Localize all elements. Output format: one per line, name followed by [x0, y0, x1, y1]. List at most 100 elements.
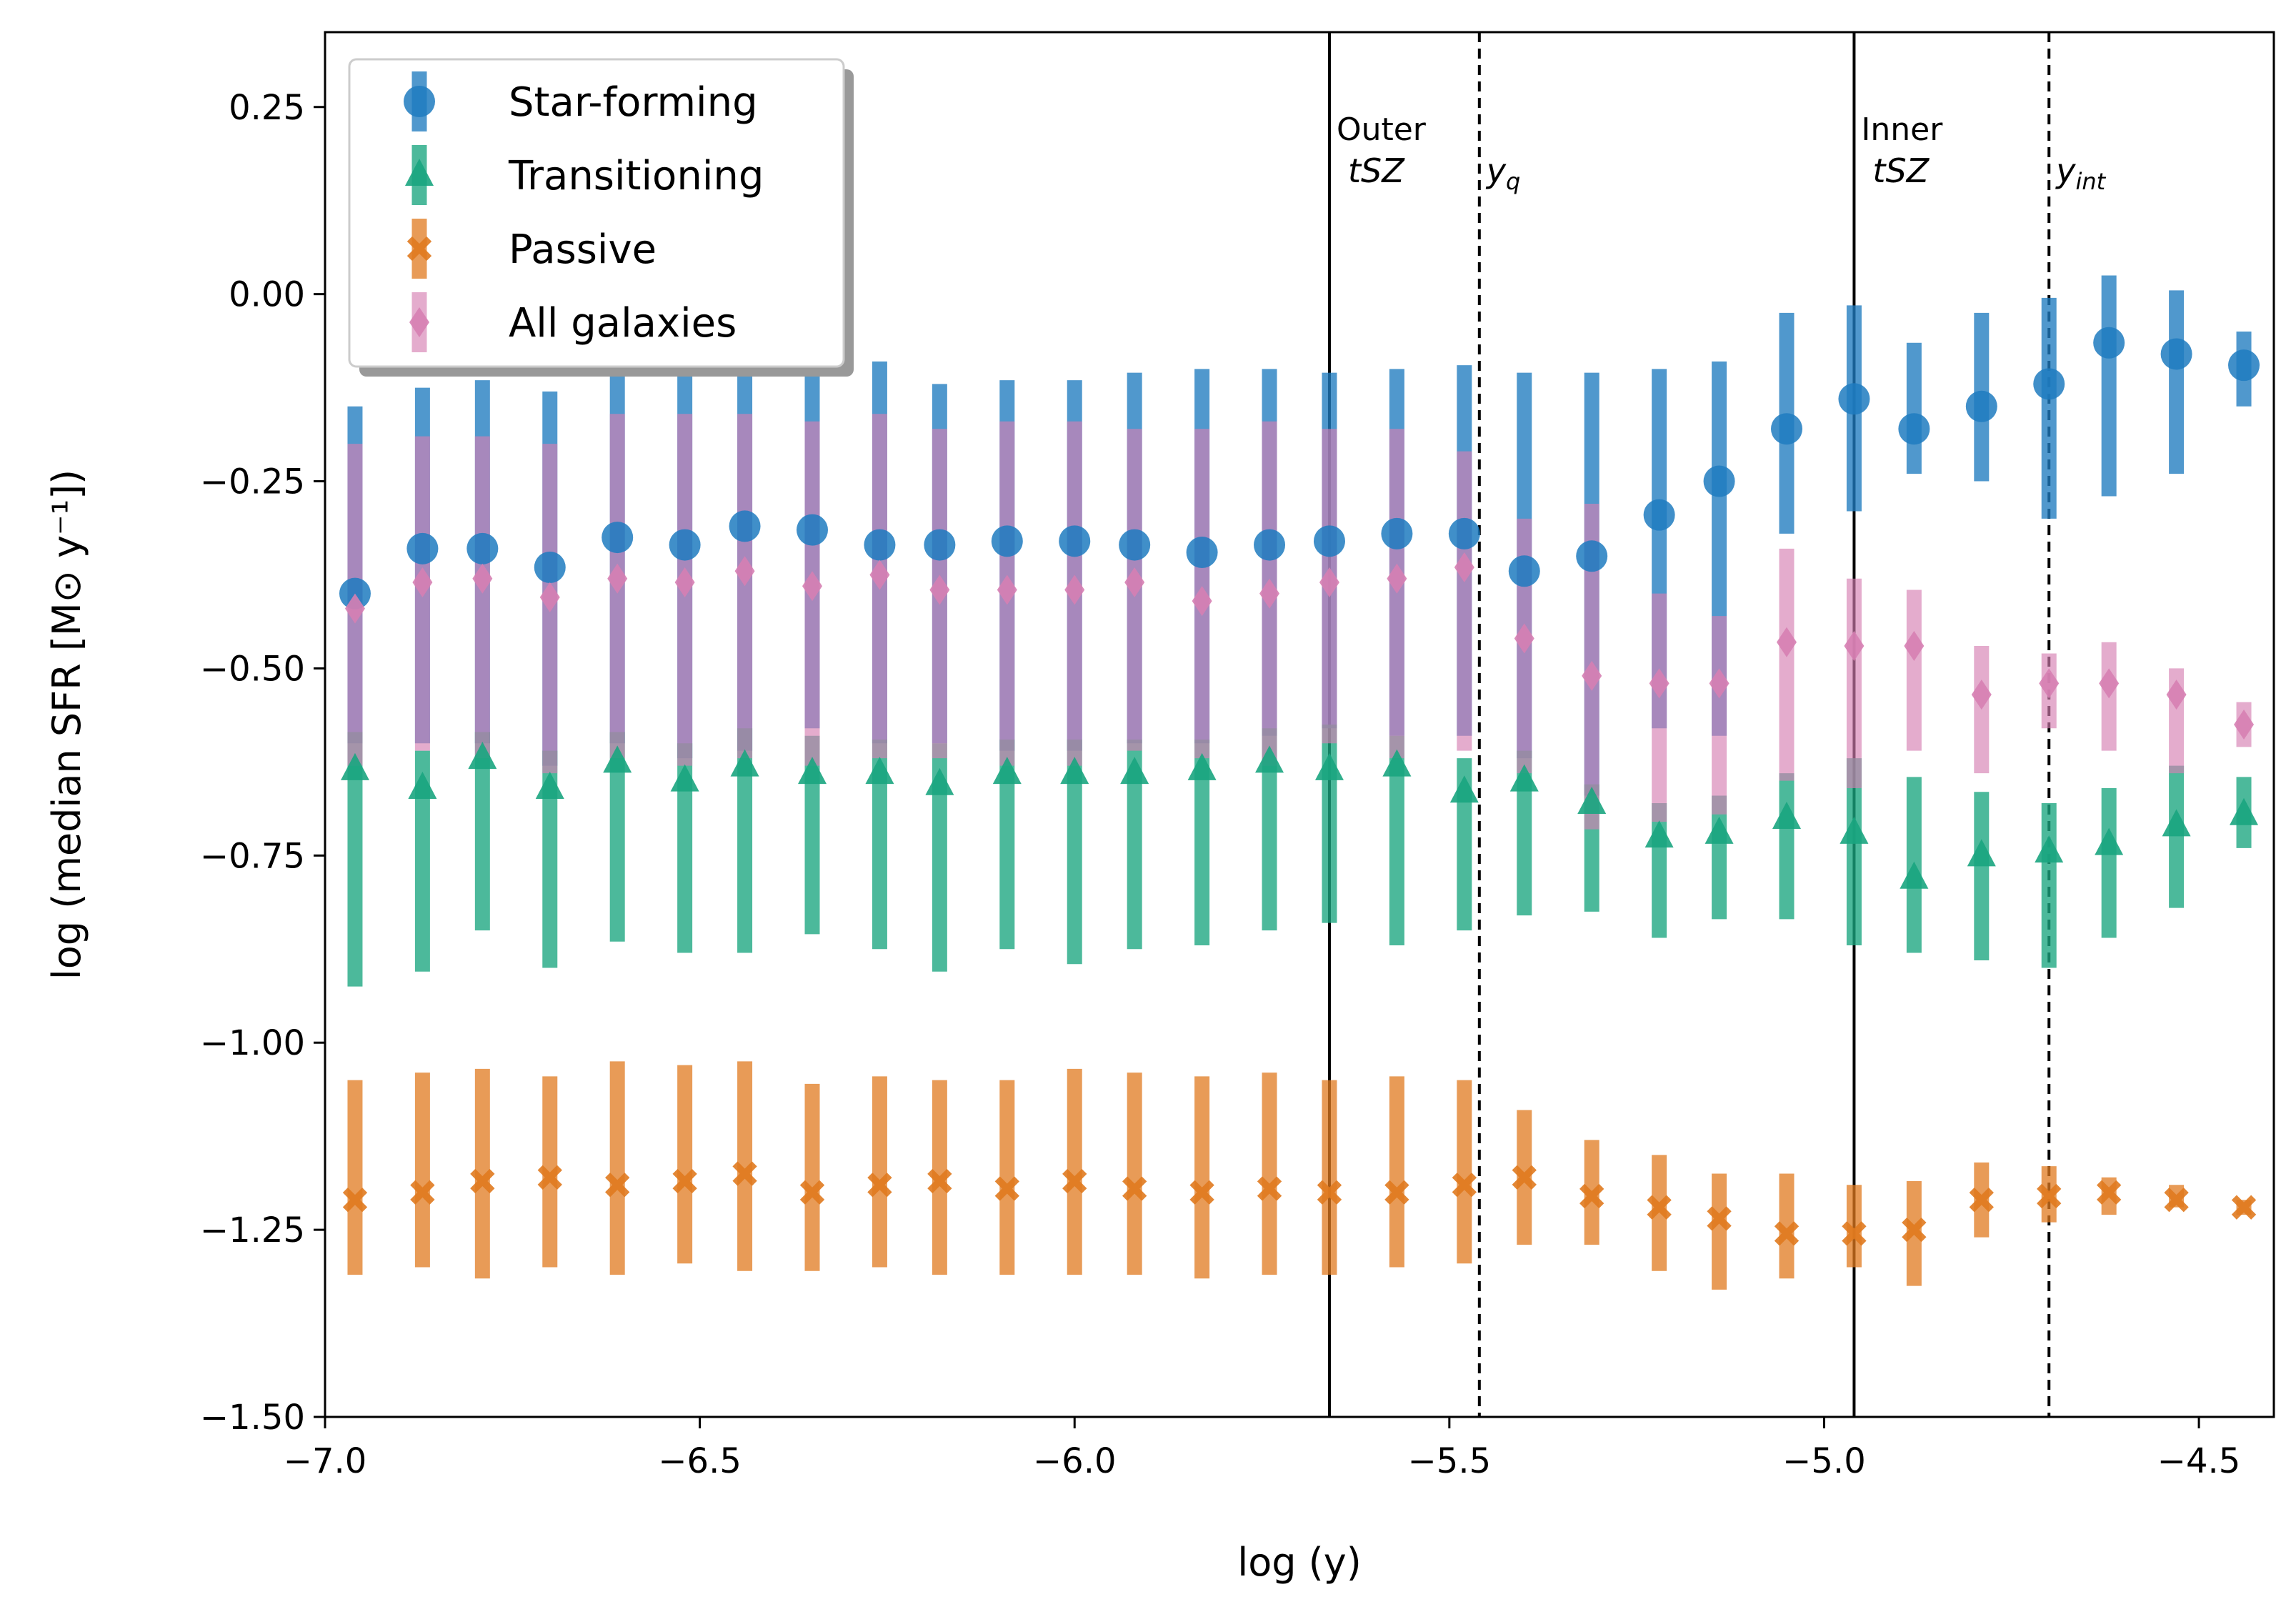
data-point — [1454, 552, 1474, 583]
data-point — [732, 1161, 757, 1186]
data-point — [1703, 465, 1735, 497]
data-point — [1844, 631, 1865, 662]
reference-line-label-top: Inner — [1861, 111, 1943, 148]
data-point — [470, 1168, 495, 1194]
data-point — [537, 1165, 562, 1190]
data-point — [797, 514, 828, 546]
data-point — [991, 525, 1023, 557]
data-point — [2035, 835, 2064, 863]
data-point — [730, 749, 759, 777]
data-point — [1898, 413, 1930, 445]
data-point — [1062, 1168, 1087, 1194]
data-point — [1842, 1221, 1867, 1246]
legend-label: Passive — [509, 227, 657, 273]
data-point — [466, 532, 499, 564]
x-tick-label: −7.0 — [284, 1441, 367, 1481]
data-point — [1512, 1165, 1537, 1190]
data-point — [1187, 752, 1217, 780]
data-point — [2095, 827, 2124, 855]
data-point — [2097, 1180, 2122, 1205]
data-point — [1777, 627, 1797, 657]
data-point — [1313, 525, 1345, 557]
data-point — [1707, 1206, 1732, 1231]
data-point — [1709, 668, 1730, 699]
data-point — [2033, 368, 2065, 400]
data-point — [1064, 574, 1085, 605]
data-point — [472, 563, 493, 594]
legend-marker — [404, 86, 435, 117]
data-point — [534, 552, 566, 584]
data-point — [2166, 680, 2187, 710]
x-axis-ticks: −7.0 −6.5 −6.0 −5.5 −5.0 −4.5 — [284, 1417, 2241, 1481]
data-point — [1120, 757, 1149, 785]
data-point — [1838, 383, 1870, 415]
y-axis-ticks: 0.25 0.00 −0.25 −0.50 −0.75 −1.00 −1.25 −1.50 — [200, 88, 325, 1438]
data-point — [1649, 668, 1669, 699]
x-tick-label: −6.5 — [658, 1441, 742, 1481]
data-point — [1582, 660, 1602, 691]
data-point — [929, 574, 950, 605]
y-tick-label: −0.75 — [200, 836, 305, 876]
legend-marker — [409, 307, 429, 337]
data-point — [734, 556, 755, 587]
x-tick-label: −4.5 — [2157, 1441, 2241, 1481]
legend-box — [348, 58, 845, 368]
data-point — [994, 1176, 1019, 1201]
data-point — [602, 522, 634, 554]
data-point — [1704, 816, 1734, 844]
data-point — [2231, 1195, 2257, 1220]
data-point — [799, 1180, 825, 1205]
data-point — [1969, 1188, 1994, 1213]
data-point — [1384, 1180, 1409, 1205]
data-point — [1381, 517, 1413, 549]
data-point — [865, 757, 894, 785]
data-point — [1967, 839, 1996, 867]
legend-marker — [406, 236, 432, 262]
data-point — [1254, 529, 1286, 561]
data-point — [1448, 517, 1480, 549]
data-point — [869, 559, 890, 590]
data-point — [1382, 749, 1412, 777]
data-point — [669, 529, 701, 561]
data-point — [1771, 413, 1802, 445]
data-point — [1387, 563, 1407, 594]
y-axis-label: log (median SFR [M⊙ y⁻¹]) — [44, 469, 89, 980]
data-point — [603, 745, 632, 773]
data-point — [1840, 816, 1869, 844]
data-point — [1902, 1217, 1927, 1243]
data-point — [1257, 1176, 1282, 1201]
y-tick-label: −1.00 — [200, 1023, 305, 1063]
data-point — [2099, 668, 2120, 699]
data-point — [992, 757, 1022, 785]
data-point — [1259, 578, 1280, 609]
reference-line-label-bottom: tSZ — [1872, 151, 1930, 190]
x-axis-label: log (y) — [1237, 1540, 1362, 1585]
data-point — [997, 574, 1017, 605]
data-point — [798, 757, 827, 785]
data-point — [2039, 668, 2060, 699]
data-point — [1514, 623, 1534, 654]
data-point — [410, 1180, 435, 1205]
y-tick-label: −0.25 — [200, 462, 305, 502]
data-point — [1965, 390, 1997, 422]
y-tick-label: −0.50 — [200, 649, 305, 689]
legend-marker — [405, 159, 434, 186]
legend-label: Transitioning — [508, 153, 764, 199]
data-point — [1509, 764, 1539, 792]
data-point — [1192, 586, 1212, 617]
data-point — [535, 772, 564, 800]
y-tick-label: 0.25 — [229, 88, 305, 128]
data-point — [1189, 1180, 1214, 1205]
data-point — [864, 529, 896, 561]
data-point — [1772, 801, 1801, 829]
plot-frame — [324, 31, 2275, 1418]
data-point — [867, 1173, 892, 1198]
data-point — [1900, 861, 1929, 889]
data-point — [802, 571, 822, 602]
x-tick-label: −6.0 — [1033, 1441, 1117, 1481]
data-point — [2230, 797, 2259, 825]
data-point — [672, 1168, 697, 1194]
data-point — [408, 772, 437, 800]
